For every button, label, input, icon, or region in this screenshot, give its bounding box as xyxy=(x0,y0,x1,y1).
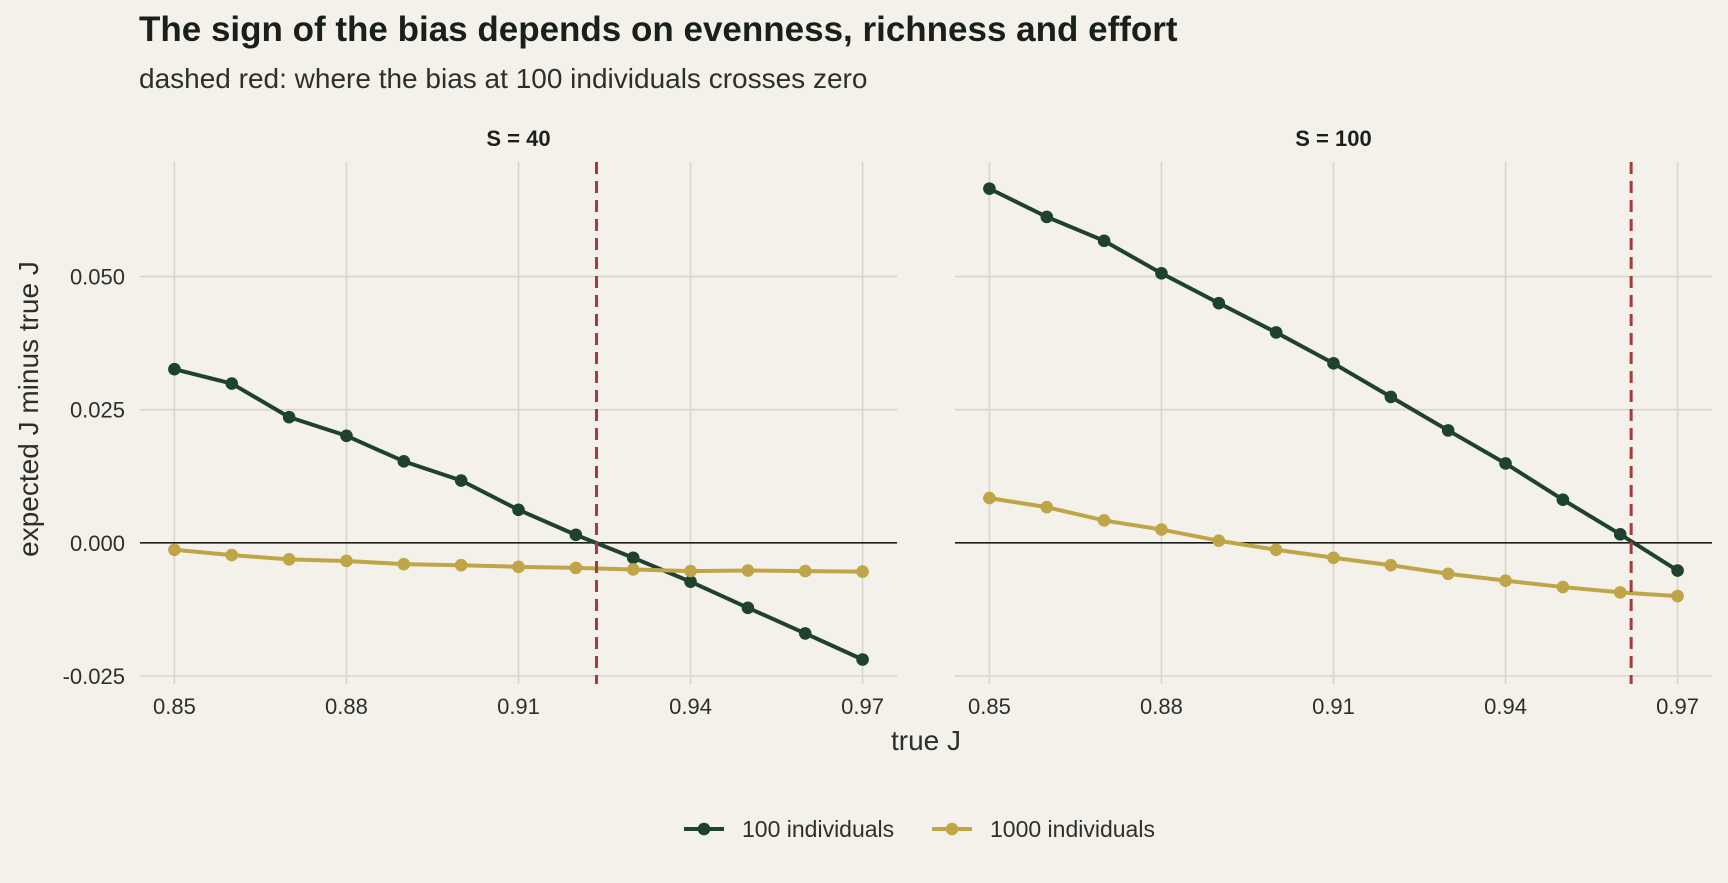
panel-2: S = 100 0.85 0.88 0.91 0.94 0.97 xyxy=(955,126,1712,719)
legend-key-point xyxy=(697,822,711,836)
data-point xyxy=(1613,528,1627,541)
data-point xyxy=(282,553,296,566)
data-point xyxy=(512,560,525,574)
data-point xyxy=(1384,558,1398,572)
x-tick-label: 0.91 xyxy=(1312,694,1355,719)
data-point xyxy=(340,429,353,443)
data-point xyxy=(397,557,411,571)
x-axis-title: true J xyxy=(891,725,961,756)
x-tick-label: 0.88 xyxy=(325,694,368,719)
legend-item: 100 individuals xyxy=(684,816,894,842)
data-point xyxy=(1671,564,1684,577)
y-axis-title: expected J minus true J xyxy=(13,261,44,557)
data-point xyxy=(856,565,869,578)
y-tick-label: 0.000 xyxy=(70,531,125,556)
data-point xyxy=(1499,574,1512,587)
chart-subtitle: dashed red: where the bias at 100 indivi… xyxy=(139,63,868,94)
data-point xyxy=(741,564,755,577)
x-tick-label: 0.88 xyxy=(1140,694,1183,719)
data-point xyxy=(454,558,468,572)
data-point xyxy=(798,627,812,640)
data-point xyxy=(1499,457,1512,470)
data-point xyxy=(1671,589,1684,603)
data-point xyxy=(1097,234,1111,248)
data-point xyxy=(1097,514,1111,527)
data-point xyxy=(1212,534,1226,548)
data-point xyxy=(1327,357,1340,370)
data-point xyxy=(1155,267,1168,280)
data-point xyxy=(569,528,583,542)
chart-title: The sign of the bias depends on evenness… xyxy=(139,10,1178,49)
data-point xyxy=(168,543,181,557)
data-point xyxy=(983,491,996,505)
data-point xyxy=(340,554,353,568)
data-point xyxy=(684,564,697,578)
data-point xyxy=(1155,523,1168,536)
x-tick-label: 0.94 xyxy=(1484,694,1527,719)
data-point xyxy=(1441,567,1455,581)
panels-group: S = 40 0.85 0.88 0.91 0.94 0.97 -0.025 0.000 0.0… xyxy=(63,126,1712,719)
legend-label: 100 individuals xyxy=(742,816,894,842)
x-tick-label: 0.85 xyxy=(153,694,196,719)
data-point xyxy=(626,563,640,576)
x-tick-label: 0.85 xyxy=(968,694,1011,719)
data-point xyxy=(798,564,812,578)
data-point xyxy=(684,575,697,589)
data-point xyxy=(1040,210,1054,224)
x-tick-label: 0.94 xyxy=(669,694,712,719)
data-point xyxy=(741,601,755,615)
data-point xyxy=(626,551,640,565)
data-point xyxy=(1327,551,1340,565)
y-tick-label: 0.050 xyxy=(70,265,125,290)
x-tick-label: 0.97 xyxy=(1656,694,1699,719)
legend-item: 1000 individuals xyxy=(932,816,1155,842)
data-point xyxy=(512,503,525,517)
data-point xyxy=(1269,543,1283,557)
data-point xyxy=(1441,424,1455,437)
data-point xyxy=(856,653,869,666)
data-point xyxy=(225,548,239,562)
panel-strip-label: S = 40 xyxy=(486,126,550,151)
panel-1: S = 40 0.85 0.88 0.91 0.94 0.97 -0.025 0.000 0.0… xyxy=(63,126,897,719)
data-point xyxy=(1556,580,1570,594)
y-tick-label: -0.025 xyxy=(63,664,125,689)
data-point xyxy=(282,410,296,424)
data-point xyxy=(454,474,468,487)
legend-label: 1000 individuals xyxy=(990,816,1155,842)
data-point xyxy=(1384,390,1398,404)
data-point xyxy=(397,455,411,468)
legend: 100 individuals 1000 individuals xyxy=(684,816,1155,842)
y-tick-label: 0.025 xyxy=(70,398,125,423)
x-tick-label: 0.91 xyxy=(497,694,540,719)
data-point xyxy=(225,377,239,390)
data-point xyxy=(168,362,181,376)
data-point xyxy=(1212,296,1226,310)
data-point xyxy=(1556,493,1570,507)
legend-key-point xyxy=(945,822,959,836)
panel-strip-label: S = 100 xyxy=(1295,126,1371,151)
data-point xyxy=(1613,586,1627,599)
data-point xyxy=(569,561,583,575)
data-point xyxy=(1269,326,1283,339)
x-tick-label: 0.97 xyxy=(841,694,884,719)
data-point xyxy=(1040,500,1054,514)
data-point xyxy=(983,182,996,195)
